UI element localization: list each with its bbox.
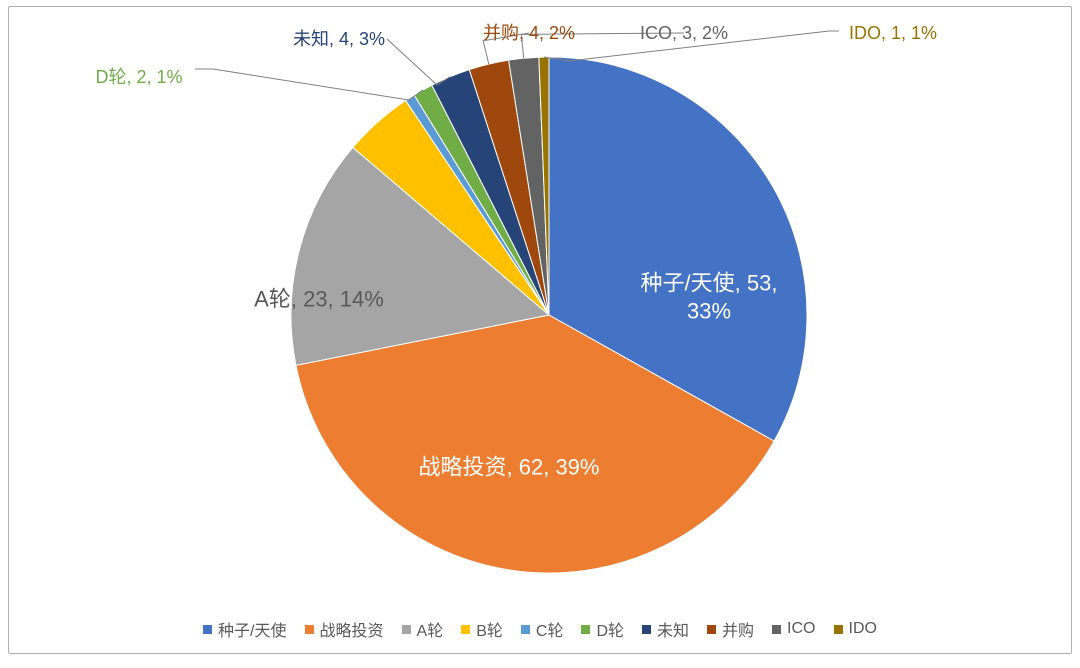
legend-item: D轮 <box>581 617 624 641</box>
slice-label: 并购, 4, 2% <box>483 22 575 45</box>
legend-label: C轮 <box>536 617 564 641</box>
leader-line <box>387 39 450 85</box>
legend-item: B轮 <box>461 617 503 641</box>
legend-item: ICO <box>772 620 815 638</box>
leader-line <box>195 69 423 100</box>
legend-swatch <box>402 625 411 634</box>
legend-label: 种子/天使 <box>218 617 286 641</box>
slice-label: 种子/天使, 53, 33% <box>641 270 778 325</box>
legend-item: IDO <box>834 620 877 638</box>
legend-label: 并购 <box>722 617 754 641</box>
legend-item: 种子/天使 <box>203 617 286 641</box>
legend-label: 未知 <box>657 617 689 641</box>
legend-label: 战略投资 <box>320 617 384 641</box>
legend-label: IDO <box>849 620 877 638</box>
legend-swatch <box>521 625 530 634</box>
slice-label: IDO, 1, 1% <box>849 22 937 45</box>
legend-label: ICO <box>787 620 815 638</box>
legend-item: 战略投资 <box>305 617 384 641</box>
legend-swatch <box>642 625 651 634</box>
legend-label: A轮 <box>417 617 444 641</box>
legend-label: B轮 <box>476 617 503 641</box>
legend-swatch <box>305 625 314 634</box>
legend-item: A轮 <box>402 617 444 641</box>
slice-label: 战略投资, 62, 39% <box>419 453 600 481</box>
pie-plot-area: 种子/天使, 53, 33% 战略投资, 62, 39% A轮, 23, 14% D轮… <box>9 7 1071 602</box>
slice-label: ICO, 3, 2% <box>640 22 728 45</box>
legend-item: 并购 <box>707 617 754 641</box>
chart-legend: 种子/天使 战略投资 A轮 B轮 C轮 D轮 未知 并购 ICO IDO <box>9 617 1071 641</box>
legend-swatch <box>772 625 781 634</box>
legend-item: 未知 <box>642 617 689 641</box>
chart-frame: 种子/天使, 53, 33% 战略投资, 62, 39% A轮, 23, 14% D轮… <box>8 6 1072 654</box>
legend-swatch <box>203 625 212 634</box>
slice-label: 未知, 4, 3% <box>293 28 385 51</box>
legend-swatch <box>834 625 843 634</box>
legend-item: C轮 <box>521 617 564 641</box>
legend-swatch <box>707 625 716 634</box>
slice-label: A轮, 23, 14% <box>254 285 384 313</box>
legend-swatch <box>581 625 590 634</box>
legend-swatch <box>461 625 470 634</box>
slice-label: D轮, 2, 1% <box>95 66 182 89</box>
pie-chart-svg <box>9 7 1073 602</box>
legend-label: D轮 <box>596 617 624 641</box>
